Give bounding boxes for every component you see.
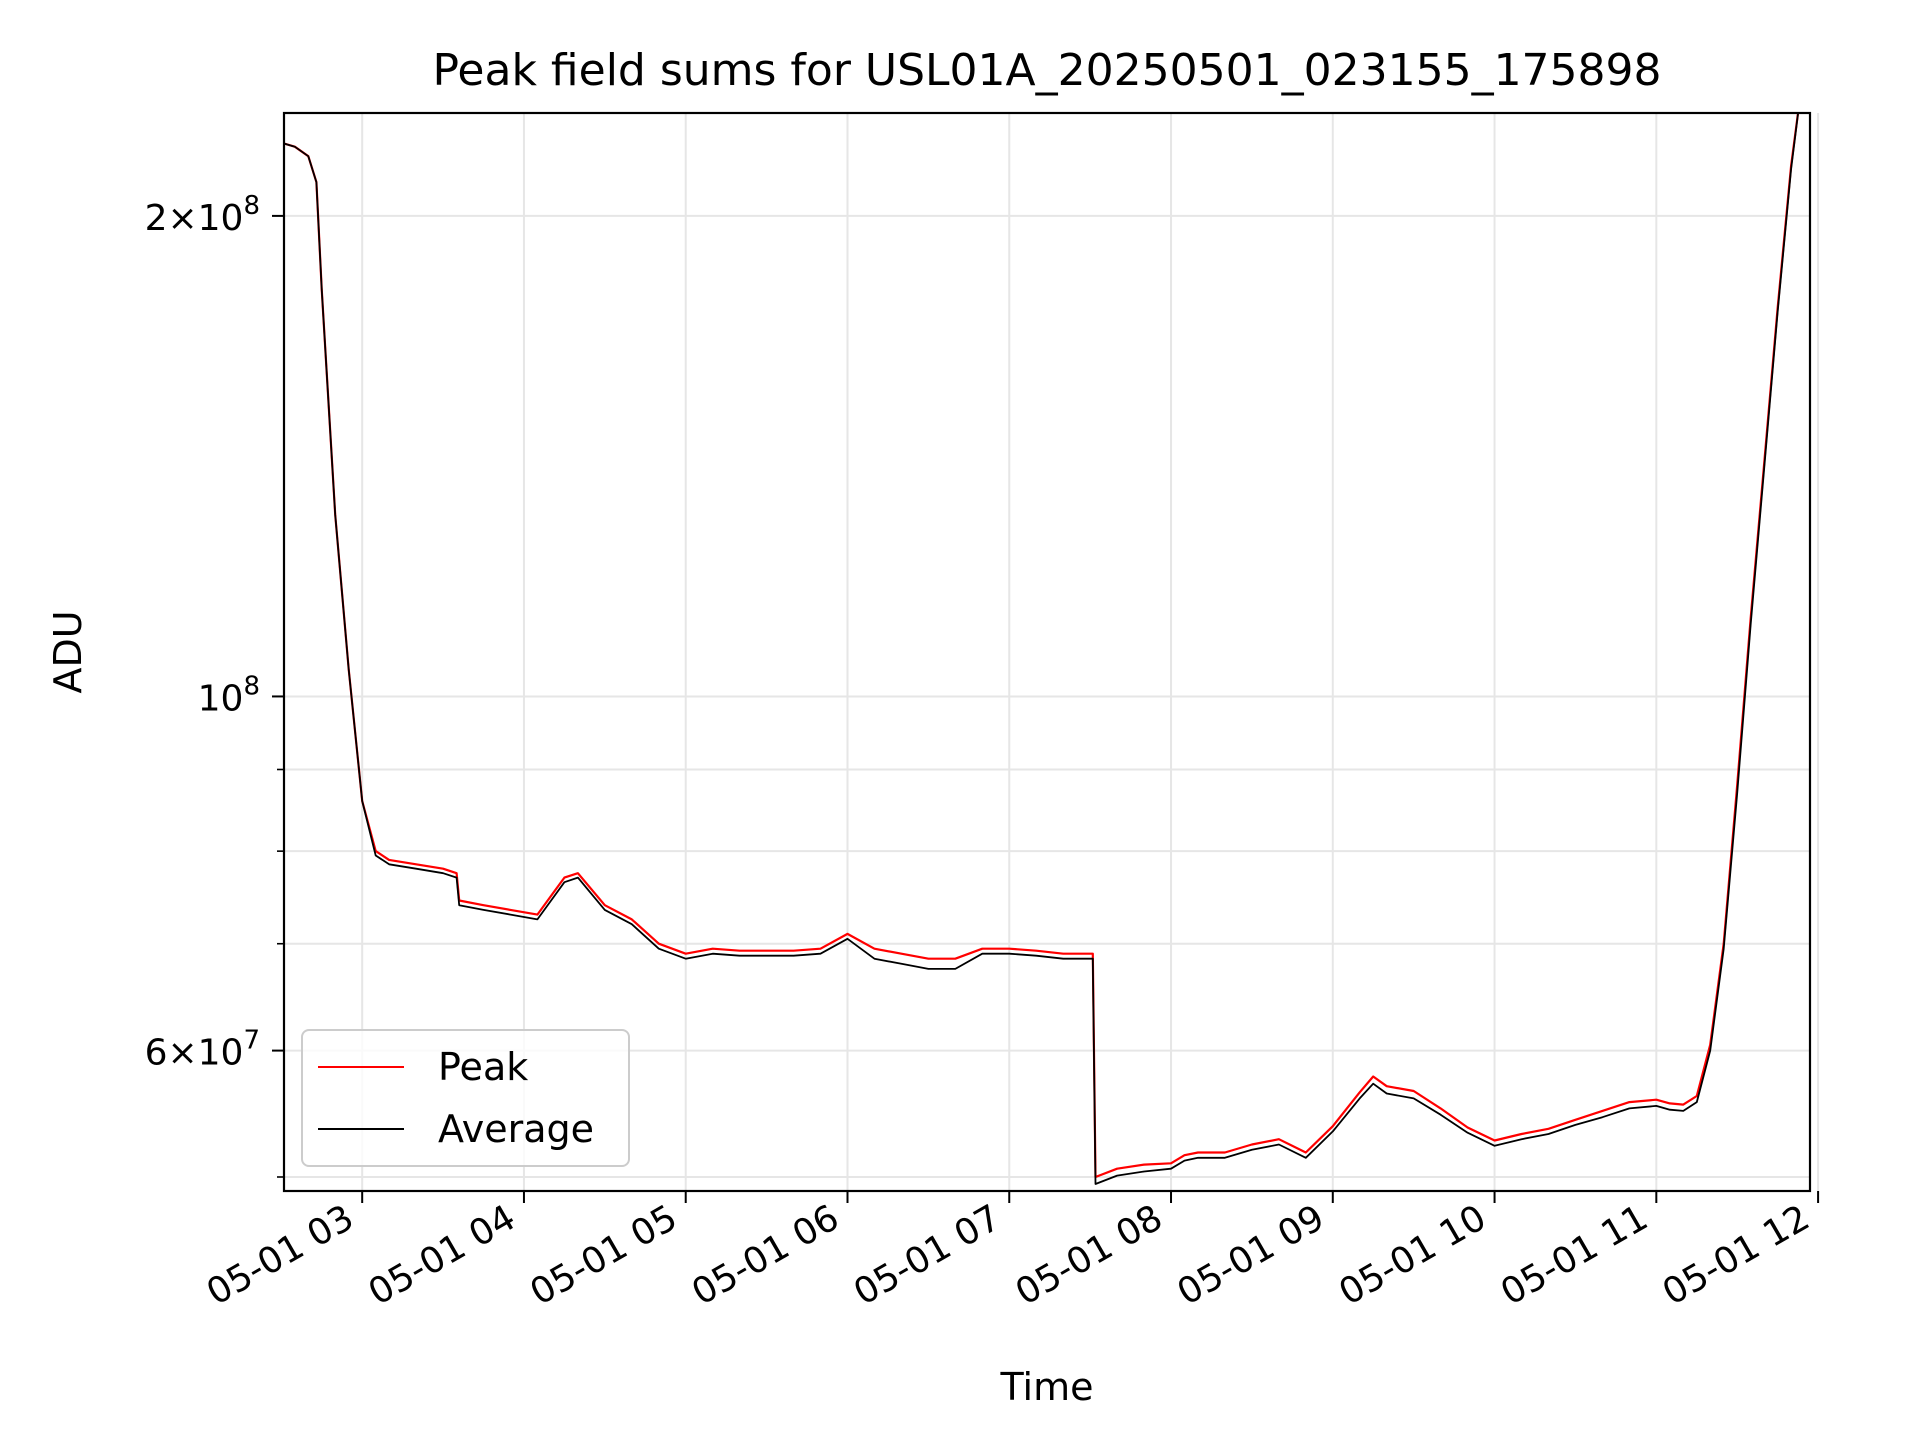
y-tick-label: 6×107 — [145, 1026, 260, 1074]
series-layer — [284, 113, 1800, 1185]
y-axis-label: ADU — [46, 610, 90, 693]
legend-box — [301, 1029, 630, 1167]
y-tick-label: 108 — [198, 671, 260, 719]
plot-frame — [282, 111, 1812, 1193]
x-axis-label: Time — [1000, 1365, 1094, 1409]
y-tick-label: 2×108 — [145, 191, 260, 239]
y-axis-ticks: 108 6×107 2×108 — [145, 191, 284, 1178]
legend: Peak Average — [301, 1029, 630, 1167]
chart-title: Peak field sums for USL01A_20250501_0231… — [432, 45, 1661, 96]
legend-label-peak: Peak — [438, 1045, 528, 1089]
legend-label-average: Average — [438, 1107, 594, 1151]
series-line-average — [284, 113, 1799, 1185]
